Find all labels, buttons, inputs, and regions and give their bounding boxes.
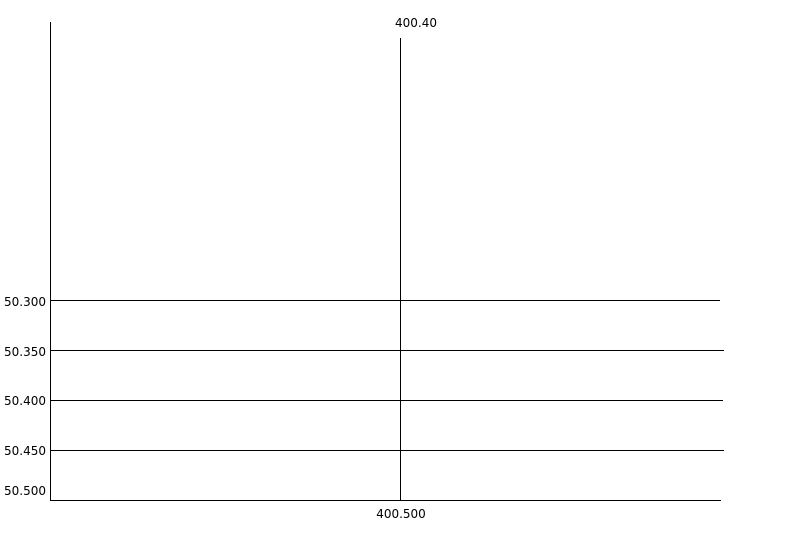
row-label-2: 50.350 <box>4 345 46 359</box>
bottom-label: 400.500 <box>376 507 426 521</box>
row-label-3: 50.400 <box>4 394 46 408</box>
row-label-5: 50.500 <box>4 484 46 498</box>
top-label: 400.40 <box>395 16 437 30</box>
row-label-4: 50.450 <box>4 444 46 458</box>
row-label-1: 50.300 <box>4 295 46 309</box>
